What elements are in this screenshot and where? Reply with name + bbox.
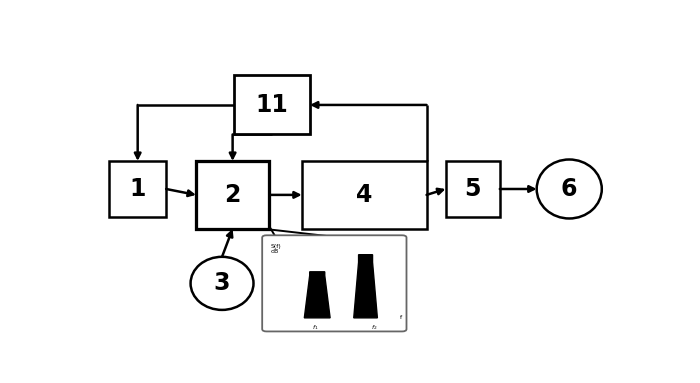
Text: $f_2$: $f_2$ — [371, 323, 377, 332]
Text: 3: 3 — [214, 272, 230, 295]
Polygon shape — [304, 272, 330, 318]
Bar — [234, 75, 310, 134]
Ellipse shape — [190, 257, 253, 310]
Text: 5: 5 — [464, 177, 481, 201]
Text: 2: 2 — [225, 183, 241, 207]
Text: 6: 6 — [561, 177, 578, 201]
Bar — [302, 161, 426, 229]
Text: 11: 11 — [256, 93, 288, 117]
Text: dB: dB — [271, 249, 279, 254]
Bar — [109, 161, 166, 217]
Text: 1: 1 — [130, 177, 146, 201]
Text: Фиг. 14: Фиг. 14 — [288, 318, 354, 336]
Text: 4: 4 — [356, 183, 372, 207]
Ellipse shape — [537, 159, 602, 218]
Text: S(f): S(f) — [271, 244, 281, 249]
Text: $f_1$: $f_1$ — [312, 323, 318, 332]
Bar — [446, 161, 500, 217]
Bar — [196, 161, 270, 229]
FancyBboxPatch shape — [262, 235, 407, 331]
Text: f: f — [400, 315, 402, 320]
Polygon shape — [354, 255, 377, 318]
